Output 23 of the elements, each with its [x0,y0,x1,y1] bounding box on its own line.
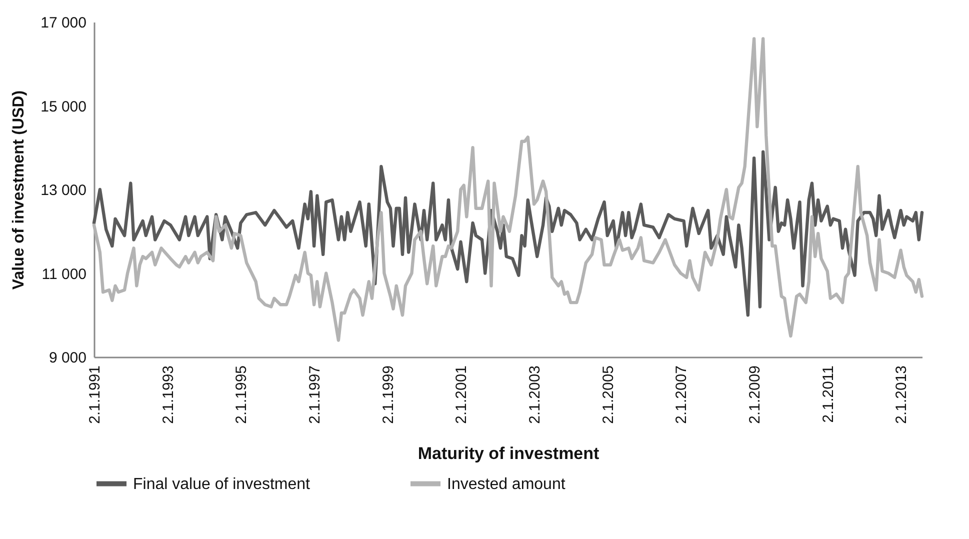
x-tick-label: 2.1.2003 [526,366,544,424]
legend-label: Final value of investment [133,476,311,493]
x-tick-label: 2.1.1997 [306,366,324,424]
x-tick-label: 2.1.1991 [86,366,104,424]
y-tick-label: 9 000 [48,350,86,366]
x-axis-title: Maturity of investment [418,444,600,463]
x-tick-label: 2.1.2011 [820,366,837,423]
y-tick-label: 17 000 [40,14,86,32]
x-tick-label: 2.1.2009 [746,366,764,424]
line-series [92,150,924,317]
y-tick-label: 13 000 [40,182,86,199]
line-series [92,37,924,342]
y-tick-label: 15 000 [40,98,86,116]
x-tick-label: 2.1.2007 [673,366,690,424]
x-tick-label: 2.1.2001 [453,366,470,424]
x-tick-label: 2.1.1999 [380,366,397,424]
x-tick-label: 2.1.1993 [160,366,177,424]
x-tick-label: 2.1.2013 [893,366,910,424]
y-axis-title: Value of investment (USD) [10,90,28,290]
x-tick-label: 2.1.1995 [233,366,250,424]
legend-label: Invested amount [447,476,566,493]
y-tick-label: 11 000 [42,266,86,283]
x-tick-label: 2.1.2005 [600,366,617,424]
